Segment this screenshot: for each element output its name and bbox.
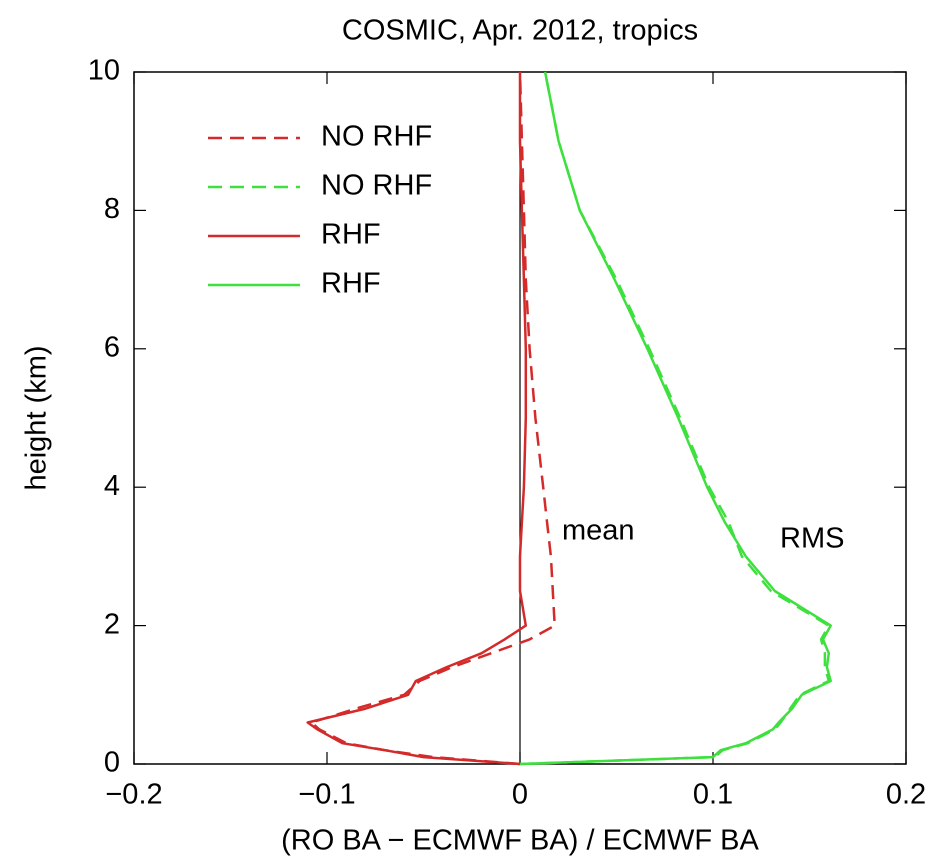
data-line — [310, 71, 556, 766]
data-line — [519, 71, 832, 766]
y-tick-label: 4 — [104, 470, 120, 502]
y-axis-label: height (km) — [21, 345, 53, 490]
x-axis-label: (RO BA − ECMWF BA) / ECMWF BA — [281, 825, 759, 857]
legend-label: RHF — [321, 268, 381, 300]
y-tick-label: 0 — [104, 747, 120, 779]
chart-title: COSMIC, Apr. 2012, tropics — [342, 15, 698, 47]
legend-label: RHF — [321, 219, 381, 251]
data-line — [519, 71, 831, 766]
x-tick-label: −0.1 — [298, 779, 355, 811]
x-tick-label: 0.2 — [886, 779, 926, 811]
y-tick-label: 2 — [104, 608, 120, 640]
x-tick-label: −0.2 — [105, 779, 162, 811]
legend-label: NO RHF — [321, 170, 432, 202]
annotation: mean — [562, 515, 635, 547]
y-tick-label: 10 — [88, 55, 120, 87]
data-line — [306, 72, 528, 766]
y-tick-label: 8 — [104, 193, 120, 225]
legend-label: NO RHF — [321, 121, 432, 153]
x-tick-label: 0.1 — [693, 779, 733, 811]
x-tick-label: 0 — [512, 779, 528, 811]
annotation: RMS — [780, 523, 844, 555]
y-tick-label: 6 — [104, 331, 120, 363]
